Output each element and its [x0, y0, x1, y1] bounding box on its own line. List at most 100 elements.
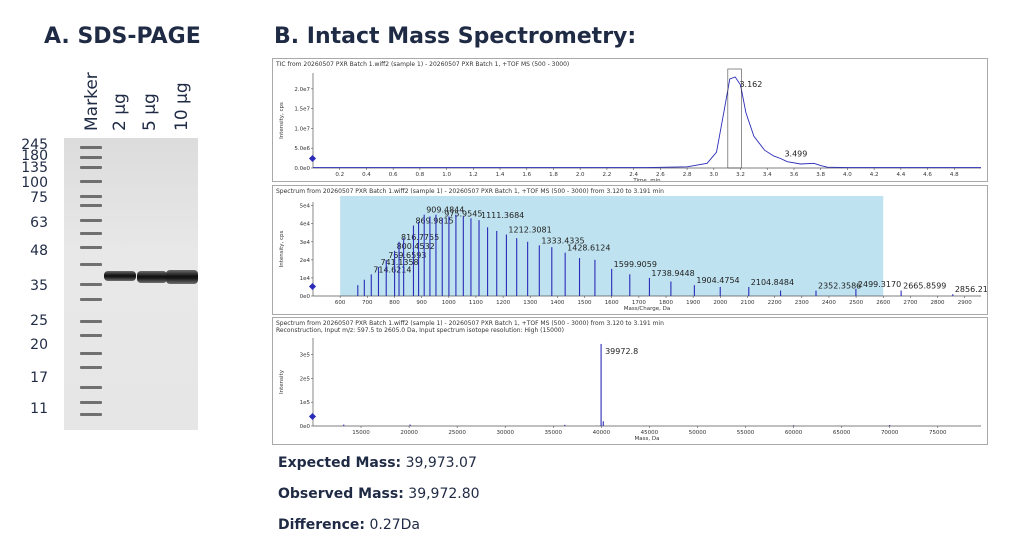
mz-peak-label: 1333.4335: [541, 236, 584, 245]
1-x-tick-label: 2100: [740, 300, 754, 306]
0-y-tick-label: 5.0e6: [294, 146, 310, 152]
2-x-tick-label: 30000: [496, 430, 514, 436]
mw-label-11: 11: [30, 401, 48, 417]
tic-panel: TIC from 20260507 PXR Batch 1.wiff2 (sam…: [272, 58, 988, 182]
1-x-tick-label: 2200: [768, 300, 782, 306]
mz-peak-label: 2352.3586: [818, 282, 861, 291]
0-x-tick-label: 3.0: [709, 172, 718, 178]
0-x-tick-label: 4.4: [896, 172, 905, 178]
tic-selection-box: [727, 68, 742, 169]
lane-label-10ug: 10 µg: [172, 82, 192, 131]
2-y-tick-label: 0e0: [300, 424, 311, 430]
panel-b-title: B. Intact Mass Spectrometry:: [274, 24, 637, 49]
0-x-tick-label: 4.0: [843, 172, 852, 178]
0-x-tick-label: 4.8: [950, 172, 959, 178]
mz-peak-label: 909.4844: [426, 206, 464, 215]
0-x-tick-label: 1.0: [442, 172, 451, 178]
mw-label-63: 63: [30, 215, 48, 231]
1-x-tick-label: 700: [362, 300, 373, 306]
1-y-tick-label: 5e4: [300, 204, 311, 210]
1-x-tick-label: 2600: [876, 300, 890, 306]
marker-band: [80, 320, 102, 323]
2-y-tick-label: 2e5: [300, 376, 311, 382]
mz-peak-label: 1212.3081: [508, 226, 551, 235]
marker-band: [80, 166, 102, 169]
tic-trace: [313, 76, 981, 169]
mz-peak-label: 1428.6124: [567, 244, 610, 253]
mz-header: Spectrum from 20260507 PXR Batch 1.wiff2…: [276, 188, 664, 195]
1-x-tick-label: 900: [416, 300, 427, 306]
sds-page-gel: [64, 138, 198, 430]
marker-band: [80, 413, 102, 416]
mz-peak-label: 975.9545: [444, 209, 482, 218]
1-y-tick-label: 1e4: [300, 276, 311, 282]
0-y-axis-label: Intensity, cps: [279, 102, 285, 139]
2-axis-marker: [308, 412, 317, 421]
mass-difference: Difference: 0.27Da: [278, 517, 420, 533]
2-x-tick-label: 40000: [593, 430, 611, 436]
recon-peak-label: 39972.8: [605, 347, 638, 356]
0-x-tick-label: 0.8: [416, 172, 425, 178]
mz-peak-label: 869.9815: [415, 217, 453, 226]
mz-peak-label: 2665.8599: [903, 282, 946, 291]
recon-header: Spectrum from 20260507 PXR Batch 1.wiff2…: [276, 320, 664, 327]
2-x-tick-label: 75000: [929, 430, 947, 436]
0-axis-marker: [308, 154, 317, 163]
0-x-tick-label: 3.4: [763, 172, 772, 178]
0-x-tick-label: 4.6: [923, 172, 932, 178]
0-x-tick-label: 2.4: [629, 172, 638, 178]
marker-band: [80, 401, 102, 404]
2-x-tick-label: 20000: [400, 430, 418, 436]
mz-peak-label: 816.7755: [401, 233, 439, 242]
0-x-tick-label: 0.4: [362, 172, 371, 178]
1-x-tick-label: 2700: [903, 300, 917, 306]
2-y-tick-label: 1e5: [300, 400, 311, 406]
2-x-tick-label: 60000: [785, 430, 803, 436]
marker-band: [80, 146, 102, 149]
mz-peak-label: 1599.9059: [614, 260, 657, 269]
0-x-tick-label: 1.6: [522, 172, 531, 178]
band-5ug: [137, 271, 167, 283]
expected-mass-label: Expected Mass:: [278, 455, 402, 471]
1-x-tick-label: 2000: [713, 300, 727, 306]
expected-mass-value: 39,973.07: [405, 455, 477, 471]
2-x-tick-label: 70000: [881, 430, 899, 436]
1-x-tick-label: 1200: [496, 300, 510, 306]
2-y-tick-label: 3e5: [300, 353, 311, 359]
1-x-tick-label: 1000: [442, 300, 456, 306]
mz-peak-label: 1111.3684: [481, 211, 524, 220]
1-x-tick-label: 1300: [523, 300, 537, 306]
band-10ug: [166, 270, 198, 284]
mz-peak-label: 1904.4754: [696, 276, 739, 285]
mw-label-17: 17: [30, 370, 48, 386]
1-x-tick-label: 1500: [578, 300, 592, 306]
difference-label: Difference:: [278, 517, 366, 533]
marker-band: [80, 180, 102, 183]
mz-peak-label: 1738.9448: [651, 269, 694, 278]
mw-label-245: 245: [21, 137, 48, 153]
marker-band: [80, 246, 102, 249]
0-x-tick-label: 1.2: [469, 172, 478, 178]
marker-band: [80, 366, 102, 369]
2-x-tick-label: 15000: [352, 430, 370, 436]
reconstruction-panel: Spectrum from 20260507 PXR Batch 1.wiff2…: [272, 317, 988, 445]
0-x-tick-label: 2.6: [656, 172, 665, 178]
mz-peak-label: 2499.3170: [858, 280, 901, 289]
mw-label-135: 135: [21, 160, 48, 176]
mz-spectrum-panel: Spectrum from 20260507 PXR Batch 1.wiff2…: [272, 185, 988, 315]
lane-label-marker: Marker: [82, 72, 102, 131]
observed-mass-value: 39,972.80: [408, 486, 480, 502]
0-x-tick-label: 2.0: [576, 172, 585, 178]
1-y-tick-label: 0e0: [300, 294, 311, 300]
tic-chart: 0.2 0.4 0.6 0.8 1.0 1.2 1.4 1.6 1.8 2.0 2.2 2.4 2.6 2…: [279, 68, 981, 181]
2-x-tick-label: 25000: [448, 430, 466, 436]
0-x-tick-label: 0.6: [389, 172, 398, 178]
mz-peak-label: 2856.2152: [955, 285, 987, 294]
mw-label-100: 100: [21, 175, 48, 191]
mw-label-75: 75: [30, 190, 48, 206]
1-x-tick-label: 2500: [849, 300, 863, 306]
marker-band: [80, 283, 102, 286]
lane-label-2ug: 2 µg: [110, 93, 130, 131]
mw-label-25: 25: [30, 313, 48, 329]
1-x-tick-label: 1100: [469, 300, 483, 306]
